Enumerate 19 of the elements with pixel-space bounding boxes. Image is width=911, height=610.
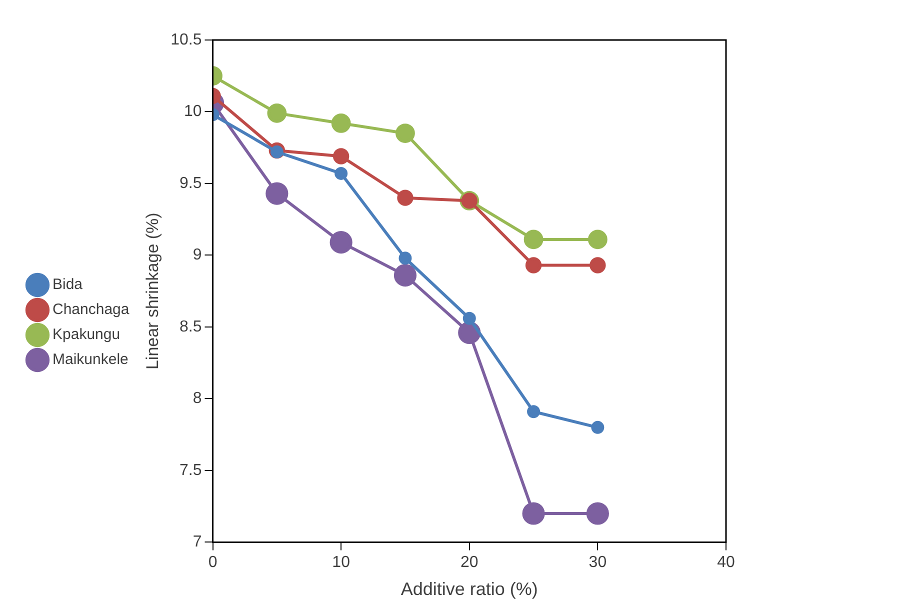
- x-tick-label: 10: [332, 554, 350, 572]
- y-tick-label: 9.5: [180, 174, 202, 192]
- y-tick-label: 7.5: [180, 462, 202, 479]
- y-tick-label: 10.5: [170, 31, 202, 48]
- x-tick-label: 40: [717, 554, 735, 572]
- x-tick-label: 30: [588, 554, 607, 572]
- x-axis-title: Additive ratio (%): [400, 579, 538, 600]
- y-tick-label: 9: [192, 246, 202, 264]
- x-tick-label: 20: [460, 554, 478, 572]
- x-tick-label: 0: [208, 554, 218, 572]
- y-axis-title: Linear shrinkage (%): [143, 212, 162, 370]
- legend-label: Kpakungu: [52, 326, 120, 344]
- legend-label: Maikunkele: [52, 351, 128, 368]
- y-tick-label: 8.5: [180, 318, 202, 336]
- y-tick-label: 10: [184, 103, 202, 120]
- y-tick-label: 8: [192, 390, 202, 408]
- legend-label: Bida: [52, 276, 84, 294]
- y-tick-label: 7: [192, 534, 202, 551]
- legend-label: Chanchaga: [52, 301, 130, 318]
